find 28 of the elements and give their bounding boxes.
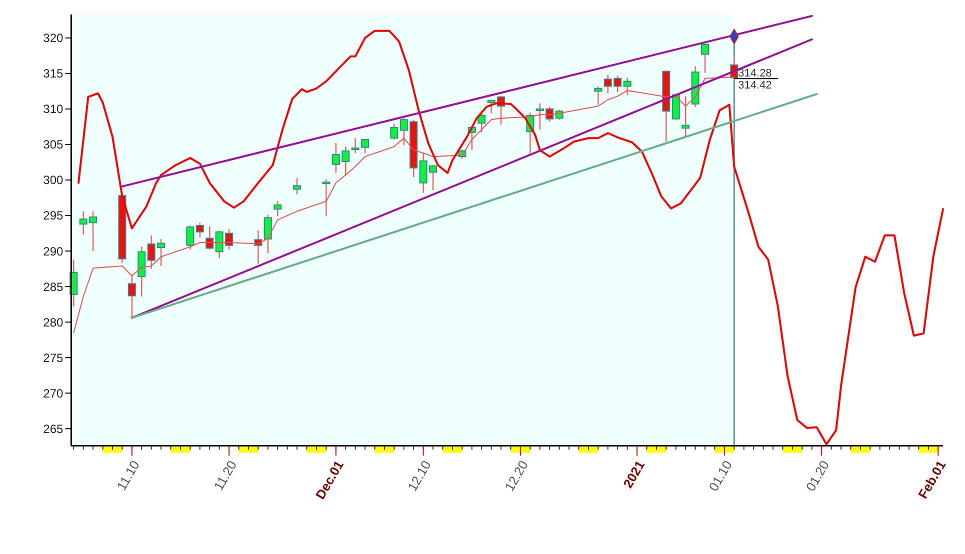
y-tick-label: 310 — [43, 102, 64, 116]
candlestick — [186, 224, 194, 250]
candlestick — [322, 178, 330, 217]
y-tick-label: 315 — [43, 66, 64, 81]
candlestick — [293, 177, 302, 195]
y-tick-label: 295 — [43, 208, 64, 223]
line-series — [77, 30, 944, 446]
y-tick-label: 290 — [43, 244, 64, 258]
annotation: 314.28 — [738, 68, 772, 80]
candlestick — [623, 77, 632, 96]
y-tick-label: 275 — [43, 350, 64, 365]
candlestick — [594, 86, 602, 106]
candlestick — [701, 43, 710, 74]
y-tick-label: 280 — [43, 315, 64, 330]
annotation: 314.42 — [738, 80, 772, 92]
candlestick — [128, 274, 136, 318]
y-tick-label: 300 — [43, 173, 64, 188]
y-tick-label: 270 — [43, 386, 64, 400]
candlestick — [254, 230, 262, 264]
y-tick-label: 265 — [43, 422, 64, 436]
y-tick-label: 320 — [43, 31, 64, 46]
candlestick — [196, 222, 204, 238]
candlestick — [390, 123, 398, 140]
candlestick — [682, 96, 690, 137]
candlestick — [274, 200, 282, 217]
y-tick-label: 285 — [43, 280, 64, 294]
candlestick — [264, 214, 272, 254]
y-tick-label: 305 — [43, 138, 64, 152]
